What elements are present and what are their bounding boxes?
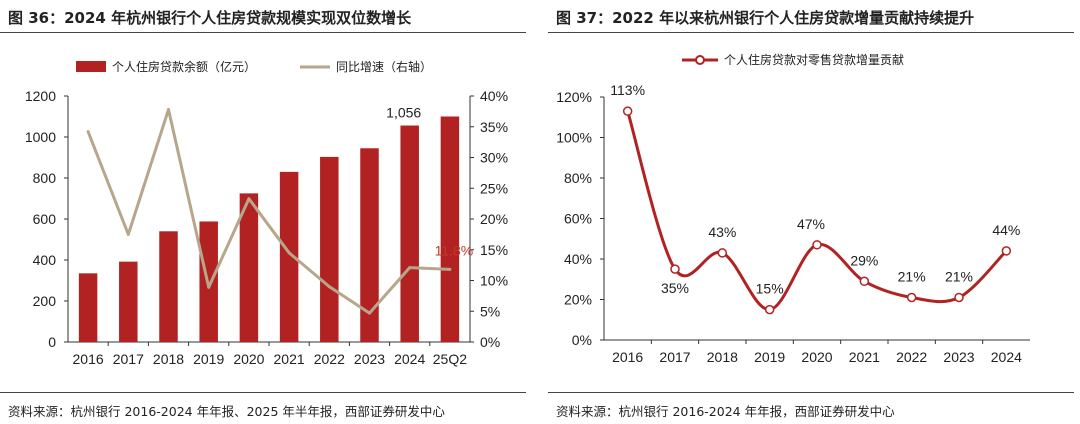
growth-point	[448, 267, 452, 271]
growth-point	[207, 285, 211, 289]
growth-point	[86, 130, 90, 134]
right-figure-title: 图 37：2022 年以来杭州银行个人住房贷款增量贡献持续提升	[556, 9, 975, 27]
data-label: 21%	[898, 268, 926, 284]
data-point	[622, 106, 633, 116]
x-tick-label: 2021	[274, 351, 305, 367]
x-tick-label: 2019	[193, 351, 224, 367]
data-label-25q2: 11.8%	[435, 242, 474, 258]
data-label: 43%	[708, 224, 736, 240]
right-y-tick-label: 30%	[480, 150, 508, 166]
x-tick-label: 2016	[73, 351, 104, 367]
legend-swatch-marker	[695, 55, 705, 65]
bar	[279, 171, 299, 342]
right-y-tick-label: 40%	[480, 88, 508, 104]
growth-point	[327, 285, 331, 289]
left-y-tick-label: 400	[33, 252, 57, 268]
x-tick-label: 2019	[754, 349, 785, 365]
x-tick-label: 2017	[659, 349, 690, 365]
bar	[400, 125, 419, 343]
left-top-rule	[0, 32, 526, 33]
x-tick-label: 2020	[233, 351, 264, 367]
x-tick-label: 2022	[896, 349, 927, 365]
right-figure-panel: 图 37：2022 年以来杭州银行个人住房贷款增量贡献持续提升 个人住房贷款对零…	[548, 0, 1080, 424]
data-label: 15%	[756, 281, 784, 297]
growth-line	[86, 108, 450, 315]
right-source-note: 资料来源：杭州银行 2016-2024 年年报，西部证券研发中心	[556, 404, 895, 419]
y-tick-label: 100%	[556, 130, 592, 146]
data-label: 21%	[945, 268, 973, 284]
growth-point	[287, 251, 291, 255]
right-top-rule	[548, 32, 1074, 33]
data-label-2024: 1,056	[386, 105, 421, 121]
x-tick-label: 2016	[612, 349, 643, 365]
left-bottom-rule	[0, 392, 526, 393]
x-tick-label: 2018	[153, 351, 184, 367]
x-tick-label: 2021	[849, 349, 880, 365]
data-label: 35%	[661, 280, 689, 296]
y-tick-label: 40%	[564, 251, 592, 267]
bar	[119, 261, 138, 342]
bar	[440, 116, 460, 342]
right-y-tick-label: 10%	[480, 273, 508, 289]
data-label: 44%	[992, 222, 1020, 238]
data-point	[859, 276, 870, 287]
x-tick-label: 2023	[943, 349, 974, 365]
left-y-tick-label: 1000	[25, 129, 56, 145]
right-y-tick-label: 15%	[480, 242, 508, 258]
data-point	[812, 240, 822, 250]
data-point	[1001, 246, 1012, 256]
left-y-tick-label: 0	[48, 334, 56, 350]
x-tick-label: 2022	[314, 351, 345, 367]
data-label: 47%	[797, 216, 825, 232]
x-tick-label: 2024	[394, 351, 425, 367]
left-figure-panel: 图 36：2024 年杭州银行个人住房贷款规模实现双位数增长 个人住房贷款余额（…	[0, 0, 532, 424]
left-figure-title: 图 36：2024 年杭州银行个人住房贷款规模实现双位数增长	[8, 9, 412, 27]
x-tick-label: 25Q2	[433, 351, 467, 367]
legend-label-line: 同比增速（右轴）	[336, 59, 432, 74]
y-tick-label: 0%	[572, 332, 592, 348]
data-label: 29%	[850, 252, 878, 268]
growth-point	[408, 266, 412, 270]
left-y-tick-label: 600	[33, 211, 57, 227]
x-tick-label: 2023	[354, 351, 385, 367]
data-point	[954, 292, 964, 303]
left-y-tick-label: 1200	[25, 88, 56, 104]
left-chart: 个人住房贷款余额（亿元） 同比增速（右轴） 0 200 400 600 800 1000 120…	[25, 59, 508, 367]
growth-point	[247, 197, 251, 201]
bar	[159, 231, 178, 342]
legend-label: 个人住房贷款对零售贷款增量贡献	[724, 52, 904, 67]
y-tick-label: 20%	[564, 292, 592, 308]
bar	[360, 148, 379, 342]
right-y-tick-label: 5%	[480, 303, 500, 319]
growth-point	[368, 311, 371, 315]
data-label: 113%	[610, 82, 645, 98]
bar	[239, 193, 259, 342]
right-bottom-rule	[548, 392, 1074, 393]
data-point	[670, 264, 680, 274]
growth-point	[126, 232, 130, 236]
legend-label-bar: 个人住房贷款余额（亿元）	[112, 59, 256, 74]
y-tick-label: 120%	[556, 89, 592, 105]
data-point	[717, 248, 728, 258]
right-y-tick-label: 20%	[480, 211, 508, 227]
left-source-note: 资料来源：杭州银行 2016-2024 年年报、2025 年半年报，西部证券研发…	[8, 404, 445, 419]
x-tick-label: 2020	[801, 349, 832, 365]
x-tick-label: 2018	[707, 349, 738, 365]
bar	[78, 273, 98, 342]
x-tick-label: 2024	[991, 349, 1022, 365]
right-chart: 个人住房贷款对零售贷款增量贡献 0% 20% 40% 60% 80% 100% 120% 201…	[556, 52, 1030, 365]
right-y-tick-label: 35%	[480, 119, 508, 135]
bar	[320, 156, 339, 342]
left-y-tick-label: 800	[33, 170, 57, 186]
data-point	[906, 292, 917, 303]
right-y-tick-label: 0%	[480, 334, 500, 350]
legend-swatch-bar	[76, 61, 106, 72]
right-y-tick-label: 25%	[480, 180, 508, 196]
y-tick-label: 80%	[564, 170, 592, 186]
growth-point	[167, 108, 170, 112]
y-tick-label: 60%	[564, 211, 592, 227]
data-point	[764, 304, 775, 315]
x-tick-label: 2017	[113, 351, 144, 367]
left-y-tick-label: 200	[33, 293, 57, 309]
